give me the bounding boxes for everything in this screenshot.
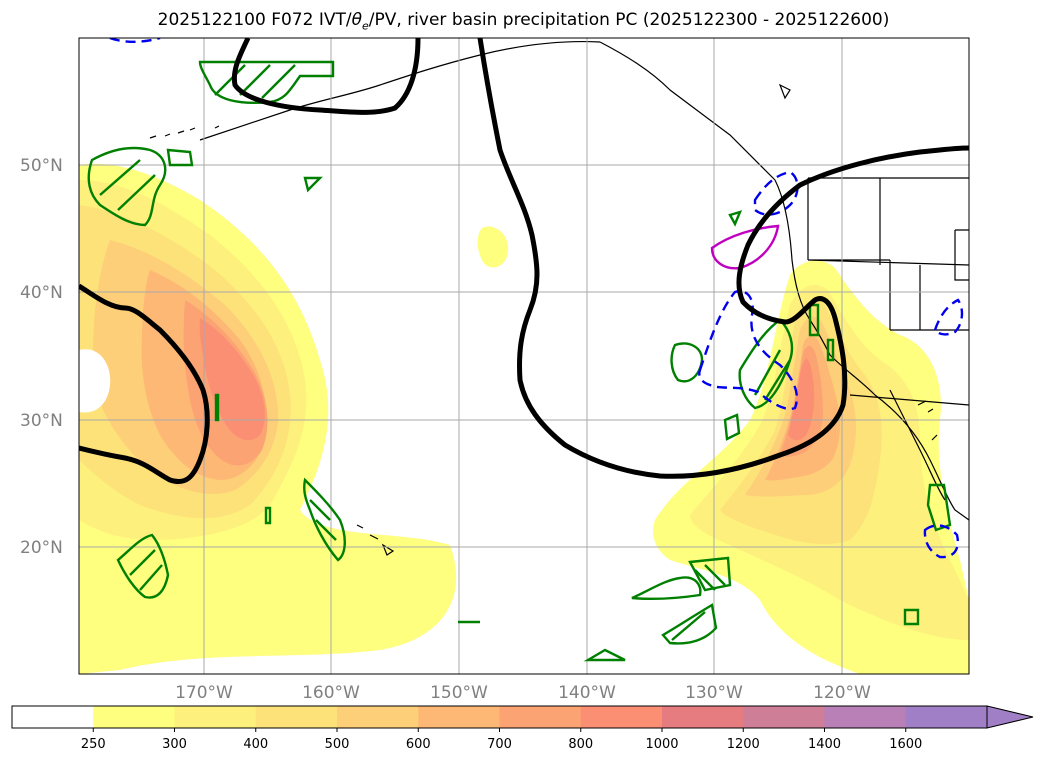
ivt-central-blob xyxy=(477,226,509,268)
lon-label-130w: 130°W xyxy=(685,683,743,703)
lat-label-50n: 50°N xyxy=(20,156,63,176)
colorbar-segment xyxy=(174,706,257,728)
colorbar-tick-label: 400 xyxy=(243,737,268,752)
lon-label-160w: 160°W xyxy=(302,683,360,703)
colorbar-segment xyxy=(580,706,663,728)
colorbar-tick-label: 1400 xyxy=(808,737,841,752)
colorbar-tick-label: 700 xyxy=(487,737,512,752)
colorbar-segment xyxy=(905,706,988,728)
lat-label-40n: 40°N xyxy=(20,283,63,303)
theta-e-contours xyxy=(87,60,952,662)
title-prefix: 2025122100 F072 IVT/ xyxy=(157,10,352,30)
colorbar-tick-label: 1000 xyxy=(645,737,678,752)
colorbar-segment xyxy=(418,706,500,728)
colorbar-segments xyxy=(12,706,988,728)
lon-label-170w: 170°W xyxy=(175,683,233,703)
map-content xyxy=(79,38,969,674)
map-title: 2025122100 F072 IVT/θe/PV, river basin p… xyxy=(0,10,1047,32)
colorbar-segment xyxy=(337,706,419,728)
lon-label-150w: 150°W xyxy=(430,683,488,703)
colorbar-segment xyxy=(662,706,744,728)
colorbar-tick-label: 600 xyxy=(406,737,431,752)
colorbar-segment xyxy=(255,706,338,728)
longitude-labels: 170°W 160°W 150°W 140°W 130°W 120°W xyxy=(175,683,871,703)
title-subscript: e xyxy=(362,19,369,33)
colorbar-segment xyxy=(499,706,582,728)
colorbar-tick-label: 1600 xyxy=(889,737,922,752)
colorbar-tick-label: 250 xyxy=(81,737,106,752)
lat-label-20n: 20°N xyxy=(20,538,63,558)
colorbar-segment xyxy=(12,706,94,728)
colorbar-tick-label: 300 xyxy=(162,737,187,752)
coastlines xyxy=(149,40,969,556)
colorbar-extend-arrow xyxy=(986,705,1034,729)
lon-label-120w: 120°W xyxy=(813,683,871,703)
colorbar: 250 300 400 500 600 700 800 1000 1200 1400 1600 xyxy=(11,705,1034,752)
black-contours xyxy=(79,38,969,485)
title-theta: θ xyxy=(351,10,362,30)
colorbar-tick-labels: 250 300 400 500 600 700 800 1000 1200 1400 1600 xyxy=(81,728,922,752)
colorbar-tick-label: 800 xyxy=(568,737,593,752)
lon-label-140w: 140°W xyxy=(558,683,616,703)
lat-label-30n: 30°N xyxy=(20,411,63,431)
colorbar-tick-label: 500 xyxy=(325,737,350,752)
title-suffix: /PV, river basin precipitation PC (20251… xyxy=(368,10,890,30)
magenta-contour xyxy=(710,224,780,270)
ivt-east-plume xyxy=(653,260,969,674)
colorbar-segment xyxy=(743,706,825,728)
map-frame xyxy=(78,37,970,675)
colorbar-segment xyxy=(93,706,175,728)
colorbar-tick-label: 1200 xyxy=(727,737,760,752)
colorbar-segment xyxy=(824,706,907,728)
latitude-labels: 50°N 40°N 30°N 20°N xyxy=(20,156,63,558)
